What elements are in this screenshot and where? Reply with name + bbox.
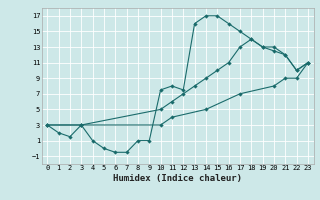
X-axis label: Humidex (Indice chaleur): Humidex (Indice chaleur): [113, 174, 242, 183]
